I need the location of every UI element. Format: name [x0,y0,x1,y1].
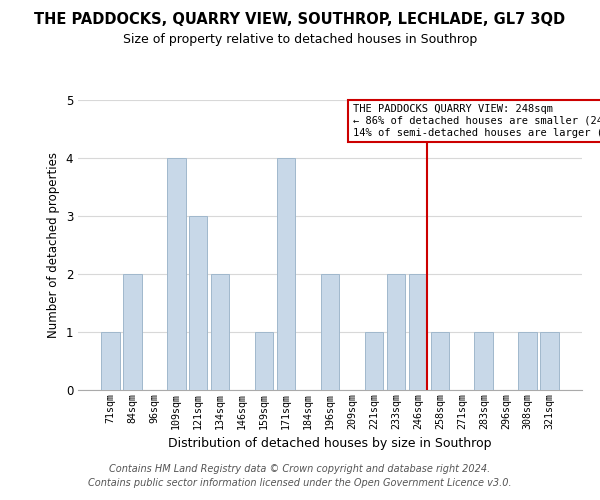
Text: Contains HM Land Registry data © Crown copyright and database right 2024.
Contai: Contains HM Land Registry data © Crown c… [88,464,512,487]
Bar [189,216,208,390]
Bar [101,332,119,390]
Bar [386,274,405,390]
Bar [123,274,142,390]
Bar [541,332,559,390]
Bar [320,274,340,390]
Bar [255,332,274,390]
Bar [211,274,229,390]
Bar [475,332,493,390]
Bar [431,332,449,390]
Bar [167,158,185,390]
X-axis label: Distribution of detached houses by size in Southrop: Distribution of detached houses by size … [168,437,492,450]
Bar [365,332,383,390]
Text: THE PADDOCKS QUARRY VIEW: 248sqm
← 86% of detached houses are smaller (24)
14% o: THE PADDOCKS QUARRY VIEW: 248sqm ← 86% o… [353,104,600,138]
Text: THE PADDOCKS, QUARRY VIEW, SOUTHROP, LECHLADE, GL7 3QD: THE PADDOCKS, QUARRY VIEW, SOUTHROP, LEC… [34,12,566,28]
Y-axis label: Number of detached properties: Number of detached properties [47,152,60,338]
Text: Size of property relative to detached houses in Southrop: Size of property relative to detached ho… [123,32,477,46]
Bar [518,332,537,390]
Bar [409,274,427,390]
Bar [277,158,295,390]
